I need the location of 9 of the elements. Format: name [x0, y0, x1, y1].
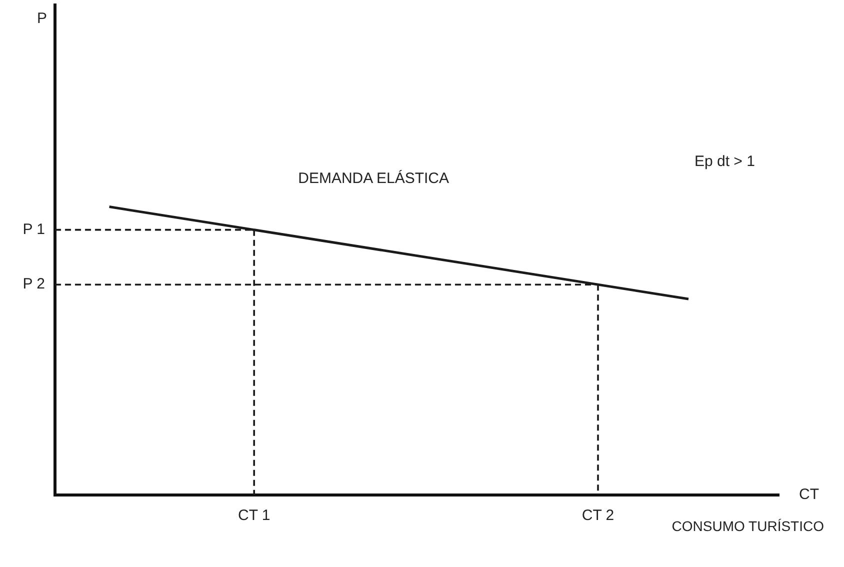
- x-axis-title: CT: [799, 486, 819, 504]
- x-tick-label: CT 1: [238, 507, 270, 524]
- text: P: [36, 10, 47, 28]
- text: DEMANDA ELÁSTICA: [298, 169, 449, 188]
- text: CONSUMO TURÍSTICO: [672, 518, 824, 534]
- text: P 2: [22, 276, 45, 293]
- x-tick-label: CT 2: [582, 507, 614, 524]
- text: P 1: [22, 220, 45, 238]
- text: Ep dt > 1: [694, 152, 755, 170]
